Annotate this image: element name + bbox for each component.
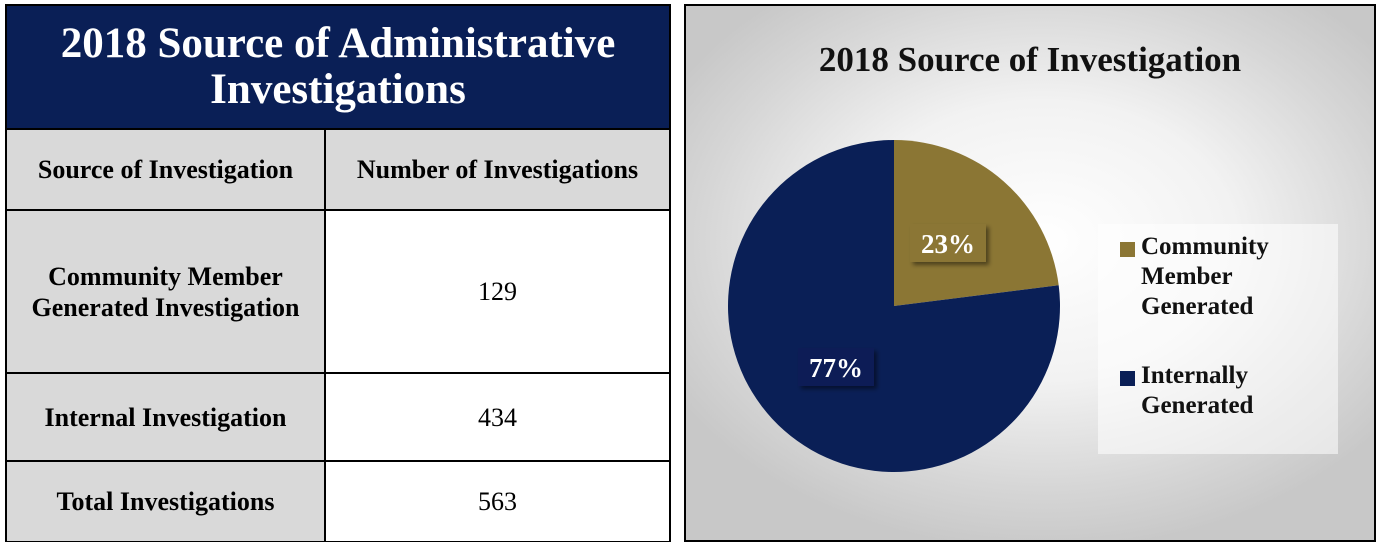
pie-slice-community [894,140,1059,306]
table-row: Community Member Generated Investigation… [7,209,669,374]
row-internal-source: Internal Investigation [7,372,326,462]
row-internal-count: 434 [324,372,669,462]
header-count: Number of Investigations [324,130,669,211]
investigations-table: Source of Investigation Number of Invest… [7,130,669,541]
pie-chart-panel: 2018 Source of Investigation 23% 77% Comm… [684,4,1376,542]
pie-data-label: 23% [921,229,975,259]
legend-swatch-community [1120,242,1135,257]
row-total-source: Total Investigations [7,460,326,541]
row-total-count: 563 [324,460,669,541]
pie-label-internal: 77% [798,348,874,386]
pie-slice-internal [728,140,1060,472]
table-row: Internal Investigation 434 [7,372,669,462]
pie-data-label: 77% [809,353,863,383]
chart-legend: Community Member Generated Internally Ge… [1098,224,1338,454]
header-source: Source of Investigation [7,130,326,211]
chart-title: 2018 Source of Investigation [818,40,1242,79]
legend-item-community: Community Member Generated [1120,232,1311,322]
legend-item-internal: Internally Generated [1120,361,1311,421]
investigations-table-panel: 2018 Source of Administrative Investigat… [5,4,671,542]
row-community-count: 129 [324,209,669,374]
legend-label-community: Community Member Generated [1141,233,1269,320]
pie-label-community: 23% [910,224,986,262]
pie-chart: 23% 77% [728,140,1060,472]
legend-label-internal: Internally Generated [1141,362,1254,419]
table-row: Total Investigations 563 [7,460,669,541]
table-header-row: Source of Investigation Number of Invest… [7,130,669,211]
table-title: 2018 Source of Administrative Investigat… [7,6,669,130]
legend-swatch-internal [1120,371,1135,386]
row-community-source: Community Member Generated Investigation [7,209,326,374]
